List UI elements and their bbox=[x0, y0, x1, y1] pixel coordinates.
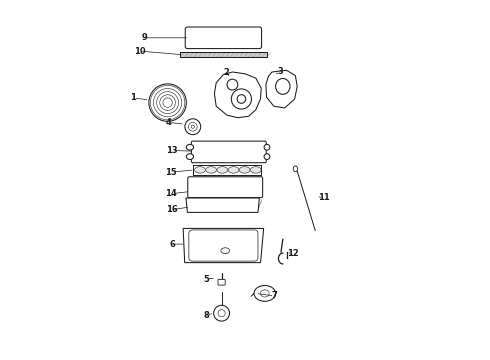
Text: 9: 9 bbox=[141, 33, 147, 42]
Text: 13: 13 bbox=[167, 146, 178, 155]
Ellipse shape bbox=[227, 79, 238, 90]
Text: 12: 12 bbox=[287, 249, 298, 258]
Ellipse shape bbox=[214, 305, 229, 321]
Ellipse shape bbox=[217, 167, 228, 173]
FancyBboxPatch shape bbox=[192, 141, 266, 163]
Ellipse shape bbox=[231, 89, 251, 109]
Bar bbox=[193, 165, 261, 175]
Ellipse shape bbox=[275, 78, 290, 94]
Ellipse shape bbox=[293, 166, 297, 172]
FancyBboxPatch shape bbox=[218, 279, 225, 285]
Ellipse shape bbox=[186, 144, 194, 150]
Ellipse shape bbox=[237, 95, 245, 103]
FancyBboxPatch shape bbox=[189, 230, 258, 261]
Ellipse shape bbox=[186, 154, 194, 159]
Text: 10: 10 bbox=[134, 46, 146, 55]
Text: 2: 2 bbox=[223, 68, 229, 77]
Text: 15: 15 bbox=[165, 167, 177, 176]
Ellipse shape bbox=[239, 167, 250, 173]
Text: 7: 7 bbox=[271, 292, 277, 300]
Ellipse shape bbox=[261, 290, 269, 297]
Text: 6: 6 bbox=[170, 240, 175, 248]
Polygon shape bbox=[186, 198, 259, 212]
Ellipse shape bbox=[185, 119, 201, 135]
Text: 5: 5 bbox=[203, 274, 209, 284]
Ellipse shape bbox=[195, 167, 205, 173]
Ellipse shape bbox=[250, 167, 261, 173]
Text: 11: 11 bbox=[318, 194, 329, 202]
Ellipse shape bbox=[218, 310, 225, 317]
Ellipse shape bbox=[206, 167, 217, 173]
Ellipse shape bbox=[228, 167, 239, 173]
FancyBboxPatch shape bbox=[185, 27, 262, 49]
Polygon shape bbox=[215, 72, 261, 118]
Ellipse shape bbox=[221, 248, 229, 253]
Text: 4: 4 bbox=[166, 118, 171, 127]
Ellipse shape bbox=[149, 84, 186, 121]
FancyBboxPatch shape bbox=[188, 177, 263, 198]
Text: 3: 3 bbox=[277, 68, 283, 77]
Bar bbox=[193, 165, 261, 175]
Bar bbox=[180, 52, 267, 57]
Ellipse shape bbox=[264, 144, 270, 150]
Ellipse shape bbox=[264, 154, 270, 159]
Text: 16: 16 bbox=[167, 205, 178, 214]
Polygon shape bbox=[266, 70, 297, 108]
Text: 14: 14 bbox=[165, 189, 177, 198]
Text: 1: 1 bbox=[130, 94, 136, 102]
Polygon shape bbox=[183, 229, 264, 263]
Bar bbox=[180, 52, 267, 57]
Ellipse shape bbox=[254, 285, 275, 301]
Text: 8: 8 bbox=[203, 310, 209, 320]
